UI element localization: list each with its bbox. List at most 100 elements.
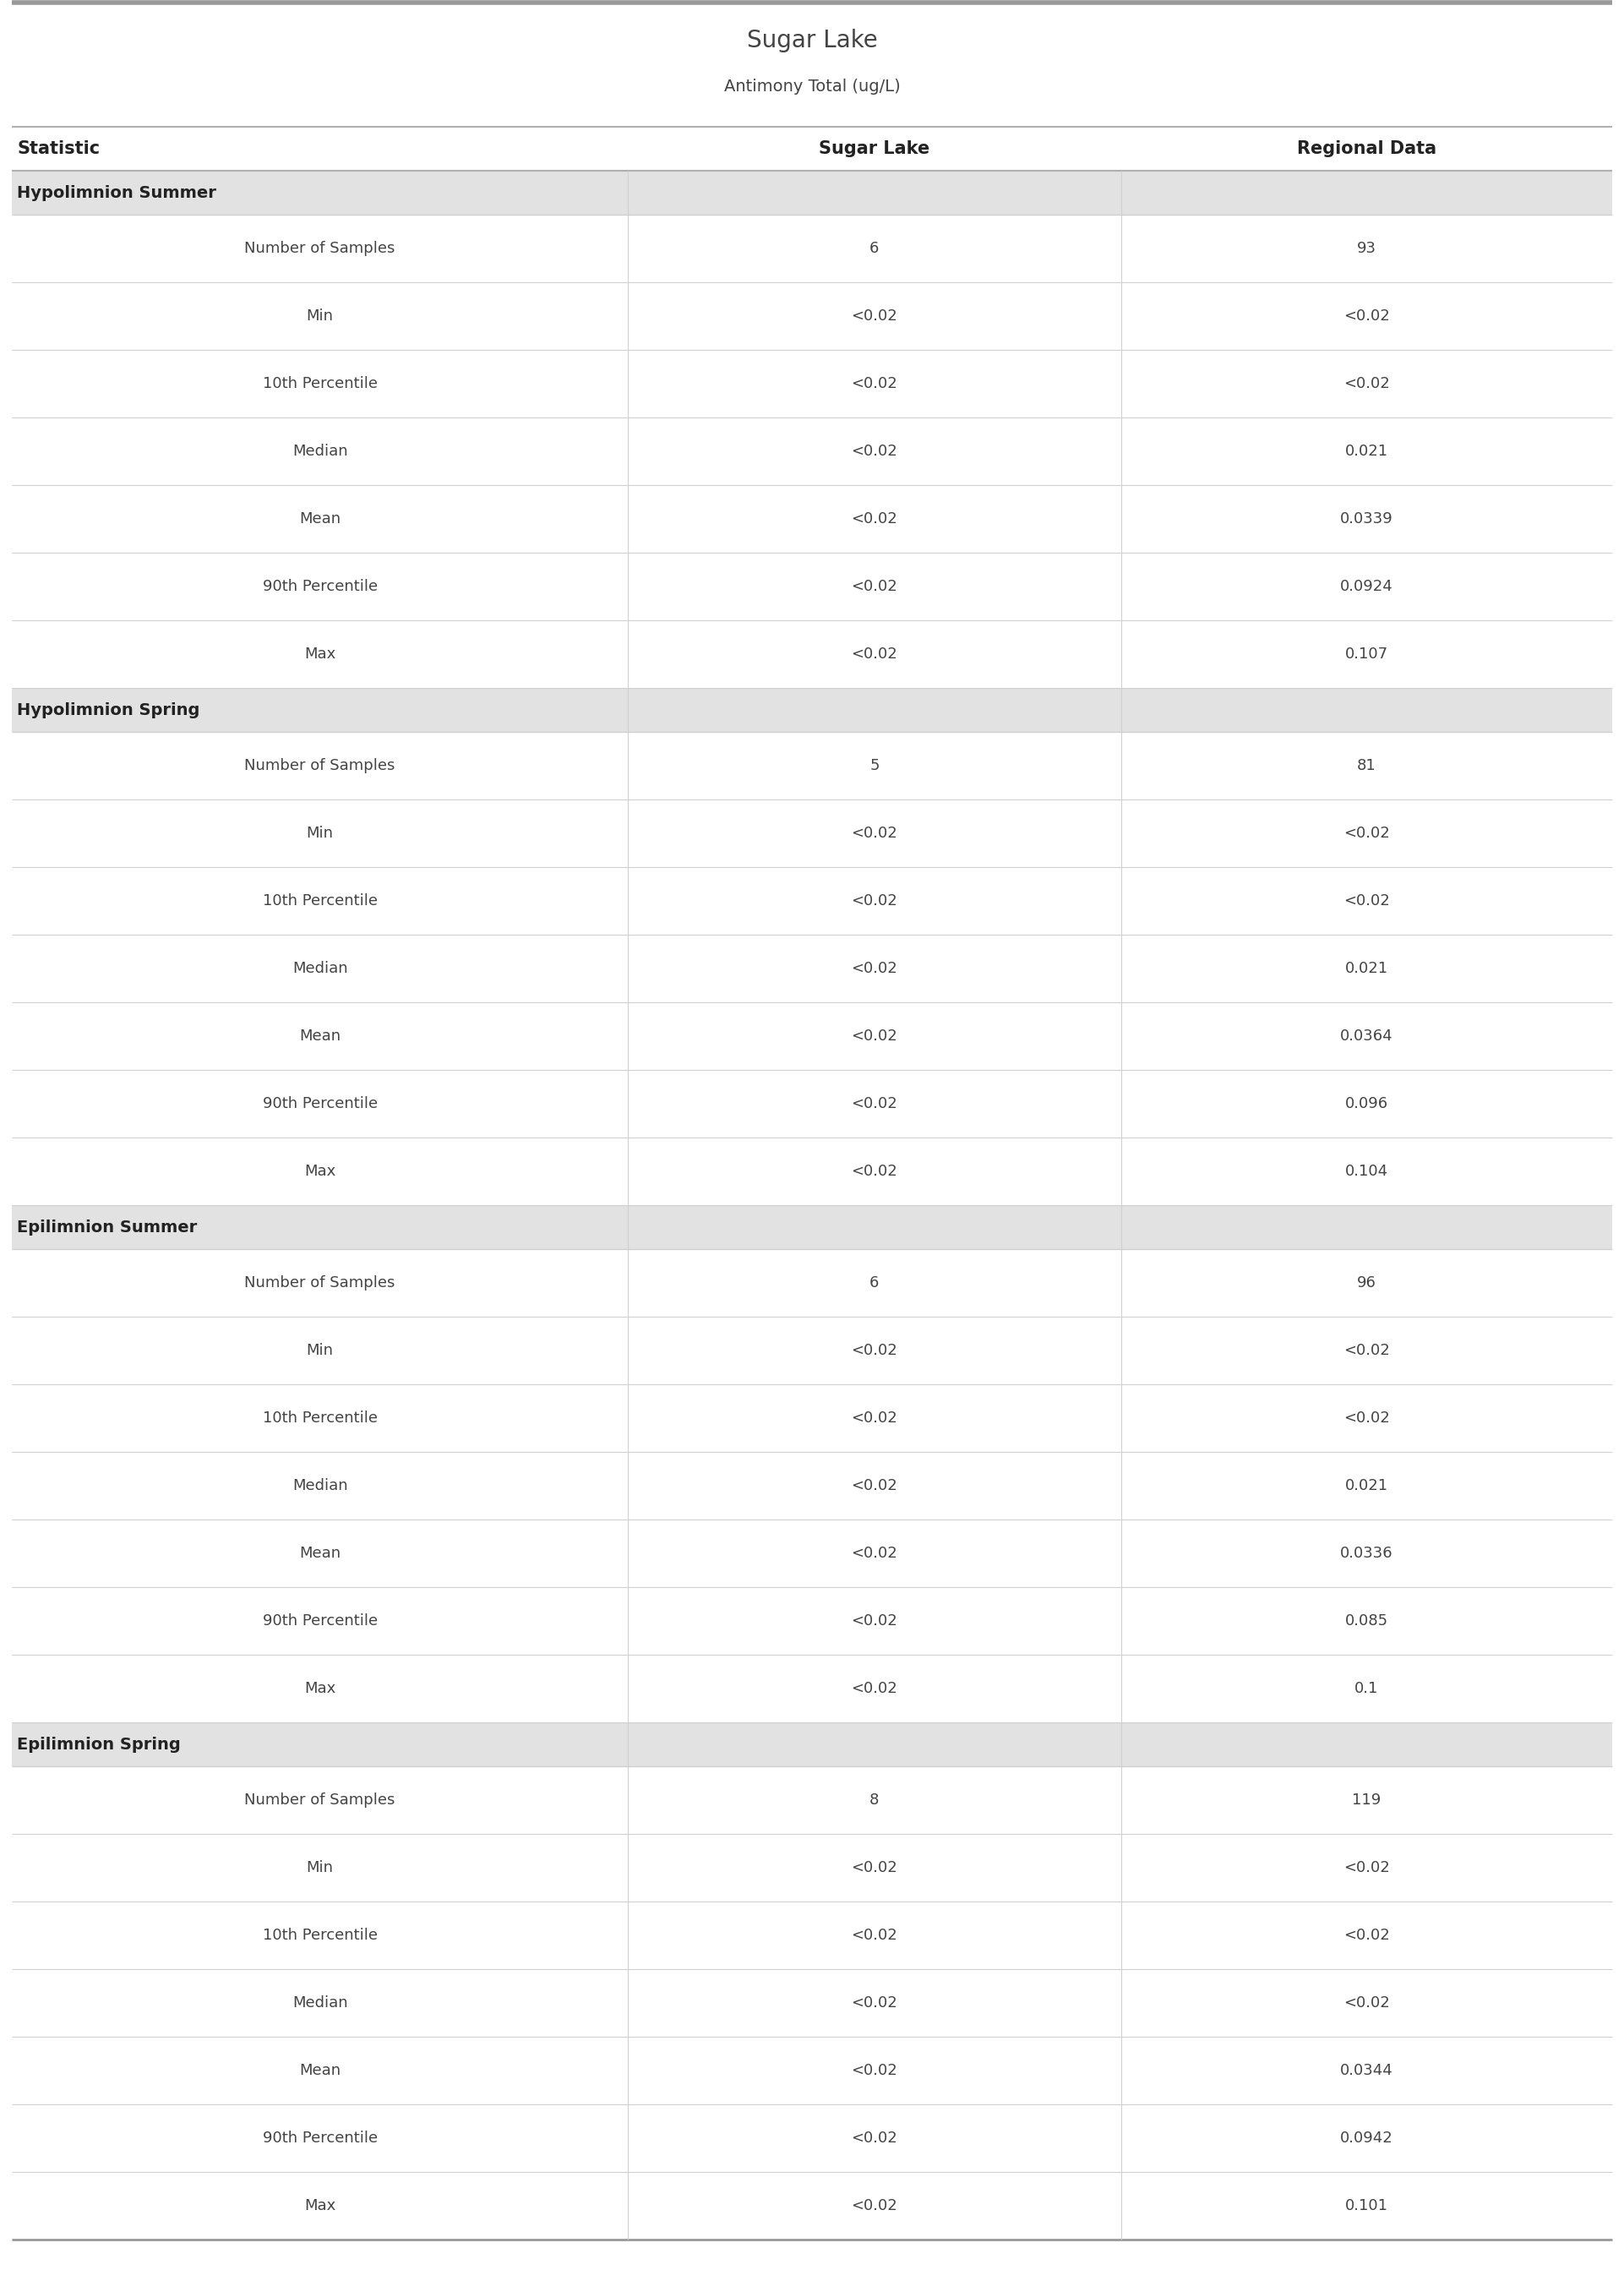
Text: 0.0924: 0.0924: [1340, 579, 1393, 595]
Text: 6: 6: [869, 1276, 879, 1292]
Text: 90th Percentile: 90th Percentile: [263, 579, 377, 595]
Bar: [11, 1587, 1613, 1655]
Text: <0.02: <0.02: [851, 579, 898, 595]
Bar: [11, 1205, 1613, 1249]
Text: <0.02: <0.02: [851, 1859, 898, 1875]
Text: <0.02: <0.02: [851, 2132, 898, 2145]
Text: 0.021: 0.021: [1345, 443, 1389, 459]
Bar: [11, 1766, 1613, 1834]
Text: Sugar Lake: Sugar Lake: [818, 141, 931, 157]
Text: <0.02: <0.02: [1343, 377, 1390, 390]
Text: <0.02: <0.02: [1343, 1410, 1390, 1426]
Text: 90th Percentile: 90th Percentile: [263, 1096, 377, 1112]
Text: <0.02: <0.02: [851, 1410, 898, 1426]
Text: <0.02: <0.02: [851, 2063, 898, 2077]
Text: Number of Samples: Number of Samples: [245, 241, 395, 257]
Bar: [11, 1902, 1613, 1968]
Text: <0.02: <0.02: [1343, 1859, 1390, 1875]
Text: 10th Percentile: 10th Percentile: [263, 377, 377, 390]
Bar: [11, 867, 1613, 935]
Text: <0.02: <0.02: [851, 1165, 898, 1178]
Text: 0.085: 0.085: [1345, 1614, 1389, 1628]
Text: <0.02: <0.02: [851, 1927, 898, 1943]
Bar: [11, 552, 1613, 620]
Text: <0.02: <0.02: [851, 894, 898, 908]
Bar: [11, 620, 1613, 688]
Text: Min: Min: [307, 826, 333, 840]
Text: Hypolimnion Spring: Hypolimnion Spring: [16, 701, 200, 717]
Text: <0.02: <0.02: [851, 443, 898, 459]
Text: 8: 8: [869, 1793, 879, 1807]
Bar: [11, 1317, 1613, 1385]
Text: 0.1: 0.1: [1354, 1682, 1379, 1696]
Bar: [11, 281, 1613, 350]
Text: Antimony Total (ug/L): Antimony Total (ug/L): [724, 77, 900, 95]
Bar: [11, 350, 1613, 418]
Text: 0.096: 0.096: [1345, 1096, 1389, 1112]
Text: 10th Percentile: 10th Percentile: [263, 1410, 377, 1426]
Text: <0.02: <0.02: [851, 1478, 898, 1494]
Text: Min: Min: [307, 1344, 333, 1357]
Text: <0.02: <0.02: [851, 1614, 898, 1628]
Text: Max: Max: [304, 647, 336, 663]
Text: <0.02: <0.02: [851, 377, 898, 390]
Text: <0.02: <0.02: [851, 511, 898, 527]
Text: <0.02: <0.02: [851, 1028, 898, 1044]
Text: 0.021: 0.021: [1345, 1478, 1389, 1494]
Bar: [11, 2104, 1613, 2172]
Text: 93: 93: [1356, 241, 1376, 257]
Text: <0.02: <0.02: [851, 1546, 898, 1562]
Text: 81: 81: [1358, 758, 1376, 774]
Bar: [11, 1385, 1613, 1453]
Text: 10th Percentile: 10th Percentile: [263, 894, 377, 908]
Text: Number of Samples: Number of Samples: [245, 1793, 395, 1807]
Text: Number of Samples: Number of Samples: [245, 758, 395, 774]
Bar: [11, 1249, 1613, 1317]
Text: 0.104: 0.104: [1345, 1165, 1389, 1178]
Text: <0.02: <0.02: [851, 826, 898, 840]
Bar: [11, 935, 1613, 1003]
Text: 5: 5: [869, 758, 879, 774]
Bar: [11, 486, 1613, 552]
Text: <0.02: <0.02: [851, 309, 898, 325]
Text: Mean: Mean: [299, 1546, 341, 1562]
Text: Mean: Mean: [299, 2063, 341, 2077]
Text: 90th Percentile: 90th Percentile: [263, 2132, 377, 2145]
Bar: [11, 2172, 1613, 2240]
Text: <0.02: <0.02: [851, 1096, 898, 1112]
Text: Max: Max: [304, 2197, 336, 2213]
Text: Statistic: Statistic: [16, 141, 99, 157]
Bar: [11, 1655, 1613, 1723]
Bar: [11, 1137, 1613, 1205]
Text: Max: Max: [304, 1165, 336, 1178]
Text: <0.02: <0.02: [1343, 1344, 1390, 1357]
Text: Max: Max: [304, 1682, 336, 1696]
Text: Median: Median: [292, 443, 348, 459]
Text: <0.02: <0.02: [851, 2197, 898, 2213]
Text: <0.02: <0.02: [1343, 894, 1390, 908]
Text: Median: Median: [292, 1478, 348, 1494]
Text: 90th Percentile: 90th Percentile: [263, 1614, 377, 1628]
Text: Epilimnion Summer: Epilimnion Summer: [16, 1219, 197, 1235]
Text: 119: 119: [1353, 1793, 1380, 1807]
Text: 0.0942: 0.0942: [1340, 2132, 1393, 2145]
Bar: [11, 418, 1613, 486]
Text: 0.0344: 0.0344: [1340, 2063, 1393, 2077]
Text: 0.0339: 0.0339: [1340, 511, 1393, 527]
Text: <0.02: <0.02: [851, 1682, 898, 1696]
Text: 96: 96: [1358, 1276, 1376, 1292]
Bar: [11, 1453, 1613, 1519]
Text: Number of Samples: Number of Samples: [245, 1276, 395, 1292]
Bar: [11, 688, 1613, 731]
Bar: [11, 1723, 1613, 1766]
Bar: [11, 799, 1613, 867]
Text: <0.02: <0.02: [851, 647, 898, 663]
Text: 10th Percentile: 10th Percentile: [263, 1927, 377, 1943]
Text: Median: Median: [292, 1995, 348, 2011]
Text: Median: Median: [292, 960, 348, 976]
Text: Epilimnion Spring: Epilimnion Spring: [16, 1737, 180, 1752]
Text: <0.02: <0.02: [1343, 1995, 1390, 2011]
Text: 0.021: 0.021: [1345, 960, 1389, 976]
Text: <0.02: <0.02: [851, 1995, 898, 2011]
Bar: [11, 1003, 1613, 1069]
